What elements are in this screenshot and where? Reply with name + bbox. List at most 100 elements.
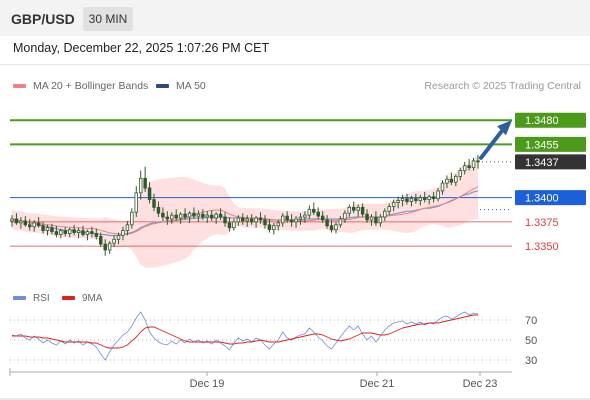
bollinger-band — [12, 154, 478, 268]
candle — [156, 201, 161, 218]
candle — [54, 225, 59, 238]
candle — [236, 215, 241, 226]
candle — [418, 194, 423, 206]
candle — [352, 201, 356, 214]
candle — [400, 194, 405, 207]
candle — [178, 212, 183, 224]
candle — [174, 209, 178, 221]
candle — [294, 216, 298, 228]
legend-ma20: MA 20 + Bollinger Bands — [13, 80, 148, 92]
header-bar: GBP/USD 30 MIN — [0, 0, 590, 36]
candle — [214, 212, 218, 224]
last-level-label: 1.3437 — [525, 157, 559, 169]
candle — [356, 204, 360, 218]
ma20-legend-label: MA 20 + Bollinger Bands — [33, 80, 149, 92]
candle — [440, 180, 445, 195]
candle — [232, 218, 236, 231]
candle — [201, 209, 205, 220]
candle — [116, 232, 121, 245]
candle — [81, 225, 85, 237]
legend-ma50: MA 50 — [156, 80, 206, 92]
candle — [276, 219, 281, 231]
candle — [298, 213, 303, 225]
candle — [467, 158, 471, 171]
rsi-swatch — [13, 296, 26, 301]
candle — [414, 193, 418, 204]
candle — [99, 232, 103, 248]
header-divider — [0, 64, 590, 65]
candle — [227, 217, 232, 232]
candle — [405, 193, 409, 205]
candle — [23, 216, 28, 227]
candle — [161, 207, 165, 221]
forecast-arrow-head — [497, 120, 512, 136]
candle — [205, 211, 210, 223]
candle — [338, 216, 343, 228]
legend-rsi: RSI — [13, 293, 50, 304]
candle — [223, 212, 227, 227]
candle — [165, 211, 170, 225]
x-tick-label: Dec 21 — [360, 378, 395, 390]
candle — [170, 212, 174, 224]
ma50-legend-label: MA 50 — [176, 80, 206, 92]
candle — [103, 239, 107, 256]
rsi-9ma-line — [12, 314, 478, 349]
legend-9ma: 9MA — [62, 293, 103, 304]
candle — [147, 182, 152, 204]
candle — [183, 208, 187, 220]
candle — [112, 235, 116, 248]
candle — [14, 213, 19, 225]
candle — [383, 208, 387, 221]
rsi-tick-label: 30 — [525, 355, 537, 367]
candle — [32, 219, 36, 232]
candle — [303, 211, 307, 223]
candle — [427, 194, 431, 205]
candle — [63, 226, 67, 237]
candle — [45, 224, 50, 236]
candle — [187, 211, 192, 223]
rsi-line — [11, 311, 479, 361]
candle — [387, 203, 391, 216]
candle — [409, 195, 414, 207]
candle — [19, 217, 23, 229]
candle — [258, 212, 263, 224]
candle — [436, 188, 440, 202]
ma20-swatch — [13, 84, 26, 89]
candle — [152, 193, 156, 212]
candle — [289, 214, 294, 227]
candle — [307, 205, 312, 219]
candle — [320, 211, 325, 223]
target-level-box — [515, 136, 586, 152]
candle — [143, 166, 147, 192]
candle — [334, 221, 338, 234]
candle — [76, 227, 81, 239]
candle — [59, 228, 63, 239]
candle — [50, 223, 54, 235]
candle — [72, 224, 76, 236]
ma9-legend-label: 9MA — [82, 293, 103, 304]
bottom-border — [0, 398, 590, 400]
candle — [374, 211, 378, 226]
pivot-level-label: 1.3400 — [525, 193, 559, 205]
candle — [476, 155, 480, 169]
candle — [241, 213, 245, 225]
candle — [325, 215, 329, 229]
target-level-label: 1.3480 — [525, 115, 559, 127]
candle — [378, 214, 383, 227]
candle — [209, 210, 214, 221]
candle — [107, 241, 112, 254]
candle — [454, 174, 458, 187]
timeframe-button[interactable]: 30 MIN — [83, 7, 133, 31]
candle — [28, 218, 32, 231]
ma9-swatch — [62, 296, 75, 301]
candle — [267, 218, 272, 233]
x-tick-label: Dec 19 — [190, 378, 225, 390]
candle — [458, 167, 462, 181]
support-level-label: 1.3350 — [525, 241, 559, 253]
candle — [196, 210, 201, 222]
candle — [365, 209, 369, 223]
candle — [285, 211, 289, 223]
candle — [134, 186, 138, 218]
candle — [449, 172, 454, 186]
